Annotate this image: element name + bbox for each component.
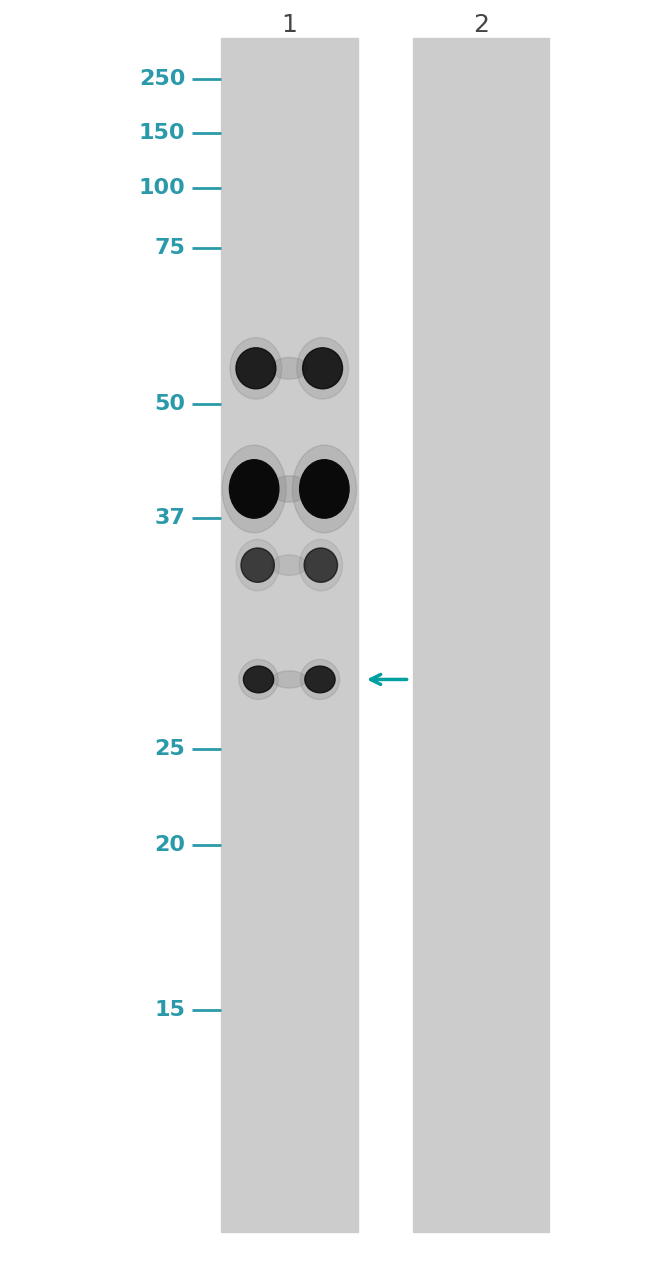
Text: 2: 2 <box>473 14 489 37</box>
Ellipse shape <box>296 338 348 399</box>
Ellipse shape <box>229 460 279 518</box>
Ellipse shape <box>270 476 309 502</box>
Text: 250: 250 <box>139 69 185 89</box>
Text: 20: 20 <box>154 834 185 855</box>
Text: 15: 15 <box>154 999 185 1020</box>
Text: 150: 150 <box>138 123 185 144</box>
Bar <box>221 38 358 1232</box>
Ellipse shape <box>236 348 276 389</box>
Ellipse shape <box>300 460 349 518</box>
Text: 25: 25 <box>155 739 185 759</box>
Ellipse shape <box>222 446 286 533</box>
Text: 50: 50 <box>154 394 185 414</box>
Text: 1: 1 <box>281 14 297 37</box>
Text: 75: 75 <box>154 237 185 258</box>
Ellipse shape <box>299 540 343 591</box>
Ellipse shape <box>241 549 274 582</box>
Ellipse shape <box>272 555 307 575</box>
Ellipse shape <box>236 540 280 591</box>
Ellipse shape <box>300 659 340 700</box>
Ellipse shape <box>230 338 282 399</box>
Ellipse shape <box>303 348 343 389</box>
Ellipse shape <box>239 659 278 700</box>
Ellipse shape <box>292 446 356 533</box>
Bar <box>413 38 549 1232</box>
Ellipse shape <box>305 665 335 693</box>
Text: 37: 37 <box>154 508 185 528</box>
Ellipse shape <box>271 357 308 380</box>
Ellipse shape <box>272 671 306 688</box>
Ellipse shape <box>304 549 337 582</box>
Ellipse shape <box>243 665 274 693</box>
Text: 100: 100 <box>138 178 185 198</box>
